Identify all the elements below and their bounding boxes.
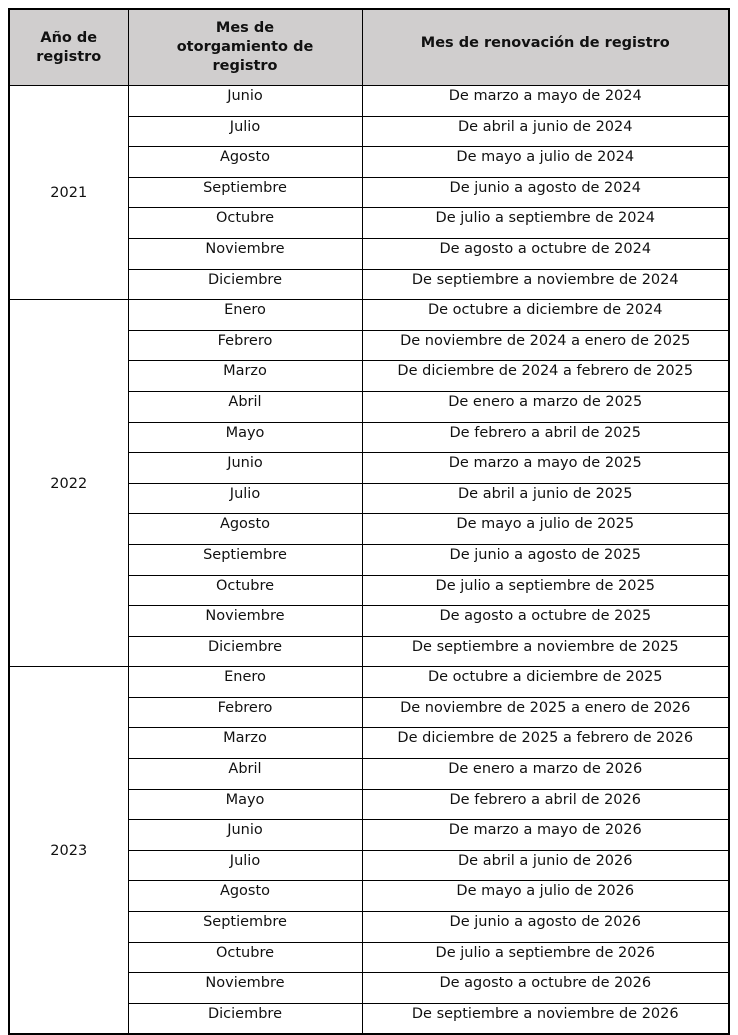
renewal-period-cell: De octubre a diciembre de 2024 [361, 299, 730, 331]
renewal-period-cell: De octubre a diciembre de 2025 [361, 666, 730, 698]
renewal-period-cell: De marzo a mayo de 2024 [361, 85, 730, 117]
header-year: Año de registro [8, 8, 129, 86]
grant-month-cell: Diciembre [127, 1002, 363, 1035]
table-row: Junio De marzo a mayo de 2026 [9, 819, 730, 851]
grant-month-cell: Enero [127, 299, 363, 331]
table-row: Agosto De mayo a julio de 2026 [9, 880, 730, 913]
renewal-period-cell: De noviembre de 2025 a enero de 2026 [361, 696, 730, 729]
renewal-period-cell: De abril a junio de 2026 [361, 849, 730, 882]
grant-month-cell: Marzo [127, 727, 363, 760]
renewal-period-cell: De julio a septiembre de 2026 [361, 941, 730, 974]
year-cell: 2022 [8, 299, 129, 668]
table-row: Marzo De diciembre de 2024 a febrero de 2… [9, 360, 730, 392]
grant-month-cell: Diciembre [127, 268, 363, 301]
grant-month-cell: Febrero [127, 696, 363, 729]
renewal-period-cell: De enero a marzo de 2025 [361, 390, 730, 423]
table-row: Noviembre De agosto a octubre de 2024 [9, 237, 730, 270]
table-row: Abril De enero a marzo de 2026 [9, 758, 730, 790]
renewal-period-cell: De julio a septiembre de 2024 [361, 207, 730, 239]
renewal-period-cell: De febrero a abril de 2025 [361, 421, 730, 454]
table-row: Agosto De mayo a julio de 2025 [9, 513, 730, 545]
renewal-period-cell: De mayo a julio de 2025 [361, 513, 730, 545]
renewal-period-cell: De septiembre a noviembre de 2024 [361, 268, 730, 301]
table-row: Octubre De julio a septiembre de 2026 [9, 941, 730, 974]
grant-month-cell: Octubre [127, 207, 363, 239]
grant-month-cell: Noviembre [127, 605, 363, 637]
grant-month-cell: Septiembre [127, 911, 363, 943]
table-row: Julio De abril a junio de 2025 [9, 482, 730, 515]
grant-month-cell: Enero [127, 666, 363, 698]
table-row: Septiembre De junio a agosto de 2026 [9, 911, 730, 943]
grant-month-cell: Agosto [127, 880, 363, 913]
renewal-period-cell: De enero a marzo de 2026 [361, 758, 730, 790]
table-row: 2023 Enero De octubre a diciembre de 2025 [8, 666, 730, 1035]
table-row: Julio De abril a junio de 2024 [9, 115, 730, 148]
table-row: Septiembre De junio a agosto de 2025 [9, 543, 730, 576]
grant-month-cell: Abril [127, 390, 363, 423]
renewal-period-cell: De agosto a octubre de 2026 [361, 972, 730, 1004]
renewal-period-cell: De marzo a mayo de 2025 [361, 452, 730, 484]
grant-month-cell: Junio [127, 85, 363, 117]
renewal-period-cell: De abril a junio de 2024 [361, 115, 730, 148]
table-body: 2021 Junio De marzo a mayo de 2024 Julio De … [8, 84, 730, 1035]
table-row: Mayo De febrero a abril de 2025 [9, 421, 730, 454]
table-row: Noviembre De agosto a octubre de 2025 [9, 605, 730, 637]
grant-month-cell: Noviembre [127, 237, 363, 270]
table-row: Agosto De mayo a julio de 2024 [9, 146, 730, 178]
renewal-period-cell: De diciembre de 2025 a febrero de 2026 [361, 727, 730, 760]
grant-month-cell: Agosto [127, 146, 363, 178]
registration-renewal-table: Año de registro Mes de otorgamiento de r… [8, 8, 730, 1035]
grant-month-cell: Abril [127, 758, 363, 790]
table-row: Octubre De julio a septiembre de 2025 [9, 574, 730, 607]
table-row: Diciembre De septiembre a noviembre de 20… [9, 635, 730, 668]
renewal-period-cell: De noviembre de 2024 a enero de 2025 [361, 329, 730, 362]
table-row: Diciembre De septiembre a noviembre de 20… [9, 268, 730, 301]
grant-month-cell: Agosto [127, 513, 363, 545]
renewal-period-cell: De septiembre a noviembre de 2025 [361, 635, 730, 668]
grant-month-cell: Febrero [127, 329, 363, 362]
renewal-period-cell: De marzo a mayo de 2026 [361, 819, 730, 851]
table-row: 2022 Enero De octubre a diciembre de 2024 [8, 299, 730, 668]
renewal-period-cell: De febrero a abril de 2026 [361, 788, 730, 821]
renewal-period-cell: De septiembre a noviembre de 2026 [361, 1002, 730, 1035]
table-row: 2021 Junio De marzo a mayo de 2024 [8, 84, 730, 301]
renewal-period-cell: De mayo a julio de 2024 [361, 146, 730, 178]
header-renewal-month: Mes de renovación de registro [361, 8, 730, 86]
grant-month-cell: Mayo [127, 421, 363, 454]
grant-month-cell: Diciembre [127, 635, 363, 668]
grant-month-cell: Julio [127, 849, 363, 882]
renewal-period-cell: De junio a agosto de 2024 [361, 176, 730, 209]
grant-month-cell: Junio [127, 452, 363, 484]
grant-month-cell: Junio [127, 819, 363, 851]
header-row: Año de registro Mes de otorgamiento de r… [8, 8, 730, 86]
table-row: Febrero De noviembre de 2024 a enero de 2… [9, 329, 730, 362]
grant-month-cell: Octubre [127, 941, 363, 974]
grant-month-cell: Mayo [127, 788, 363, 821]
table-row: Julio De abril a junio de 2026 [9, 849, 730, 882]
grant-month-cell: Noviembre [127, 972, 363, 1004]
grant-month-cell: Octubre [127, 574, 363, 607]
renewal-period-cell: De junio a agosto de 2026 [361, 911, 730, 943]
grant-month-cell: Septiembre [127, 176, 363, 209]
renewal-period-cell: De julio a septiembre de 2025 [361, 574, 730, 607]
renewal-period-cell: De agosto a octubre de 2024 [361, 237, 730, 270]
year-cell: 2021 [8, 84, 129, 301]
renewal-period-cell: De mayo a julio de 2026 [361, 880, 730, 913]
table-row: Septiembre De junio a agosto de 2024 [9, 176, 730, 209]
renewal-period-cell: De abril a junio de 2025 [361, 482, 730, 515]
renewal-period-cell: De agosto a octubre de 2025 [361, 605, 730, 637]
grant-month-cell: Septiembre [127, 543, 363, 576]
year-cell: 2023 [8, 666, 129, 1035]
table-row: Octubre De julio a septiembre de 2024 [9, 207, 730, 239]
renewal-period-cell: De junio a agosto de 2025 [361, 543, 730, 576]
renewal-period-cell: De diciembre de 2024 a febrero de 2025 [361, 360, 730, 392]
grant-month-cell: Julio [127, 115, 363, 148]
grant-month-cell: Julio [127, 482, 363, 515]
grant-month-cell: Marzo [127, 360, 363, 392]
header-grant-month: Mes de otorgamiento de registro [127, 8, 363, 86]
